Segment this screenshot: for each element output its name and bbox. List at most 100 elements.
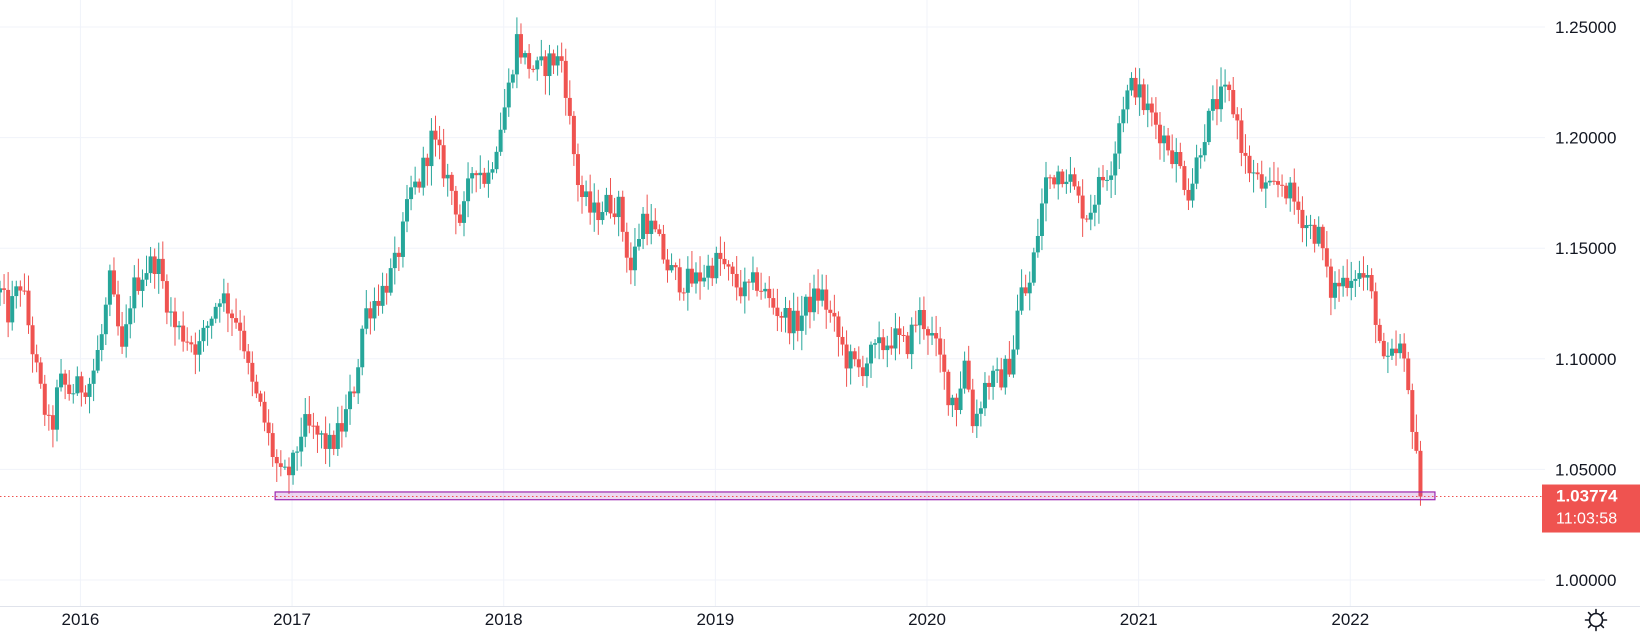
candle-down <box>1080 195 1085 219</box>
candle-down <box>832 312 837 317</box>
candle-up <box>706 265 711 278</box>
candle-down <box>474 173 479 176</box>
candle-up <box>1385 355 1390 357</box>
candle-up <box>327 434 332 449</box>
candle-down <box>1373 291 1378 325</box>
candle-up <box>1341 277 1346 287</box>
candle-up <box>1162 135 1167 144</box>
candle-down <box>1284 185 1289 199</box>
candlesticks <box>0 17 1423 506</box>
candle-down <box>238 322 243 331</box>
candle-up <box>217 303 222 307</box>
candle-up <box>1039 203 1044 236</box>
candle-up <box>1096 176 1101 205</box>
candle-up <box>299 436 304 452</box>
candle-down <box>1369 275 1374 292</box>
candle-down <box>1178 152 1183 167</box>
gear-icon-ray <box>1600 611 1605 616</box>
candle-down <box>1100 176 1105 181</box>
candle-down <box>18 286 23 291</box>
candle-down <box>734 273 739 288</box>
gear-icon-ray <box>1587 624 1592 629</box>
candle-down <box>311 425 316 427</box>
support-zone[interactable] <box>274 491 1436 501</box>
candle-down <box>559 56 564 61</box>
bar-countdown: 11:03:58 <box>1556 511 1617 528</box>
candle-up <box>535 60 540 70</box>
candle-down <box>262 401 267 423</box>
candle-down <box>437 139 442 146</box>
candle-up <box>510 74 515 83</box>
candle-down <box>905 335 910 355</box>
candle-up <box>812 288 817 313</box>
time-tick-label: 2017 <box>273 610 311 629</box>
candle-down <box>942 354 947 372</box>
candle-up <box>461 201 466 223</box>
candle-down <box>1072 174 1077 187</box>
candle-up <box>156 258 161 274</box>
candle-down <box>83 392 88 397</box>
candle-up <box>1389 348 1394 356</box>
candle-up <box>99 334 104 351</box>
candle-up <box>295 451 300 453</box>
candle-down <box>681 292 686 294</box>
candle-down <box>1166 135 1171 151</box>
candle-down <box>925 329 930 336</box>
candle-up <box>763 288 768 292</box>
candle-down <box>1023 287 1028 294</box>
candle-up <box>885 345 890 351</box>
candle-up <box>1129 77 1134 91</box>
candle-up <box>213 306 218 319</box>
candle-down <box>954 397 959 410</box>
candle-up <box>649 220 654 234</box>
candle-up <box>1031 252 1036 283</box>
support-zone-rect[interactable] <box>274 491 1436 501</box>
candle-down <box>551 53 556 66</box>
candle-up <box>1003 358 1008 388</box>
candle-down <box>836 316 841 337</box>
candle-down <box>575 154 580 186</box>
candle-down <box>596 202 601 221</box>
candle-up <box>128 308 133 325</box>
candle-up <box>669 265 674 271</box>
candle-down <box>173 311 178 328</box>
candle-up <box>400 221 405 257</box>
time-axis[interactable]: 2016 2017 2018 2019 2020 2021 2022 <box>62 610 1370 629</box>
candle-up <box>632 246 637 271</box>
candle-down <box>1406 358 1411 391</box>
candle-down <box>433 130 438 140</box>
candle-up <box>95 350 100 371</box>
time-tick-label: 2016 <box>62 610 100 629</box>
candle-down <box>1414 431 1419 451</box>
gear-icon[interactable] <box>1584 608 1608 632</box>
candle-up <box>148 256 153 274</box>
candle-down <box>1243 152 1248 156</box>
candle-down <box>1214 99 1219 110</box>
candle-up <box>750 272 755 283</box>
candle-up <box>1332 282 1337 298</box>
candle-down <box>645 213 650 234</box>
candle-down <box>755 272 760 291</box>
candle-up <box>974 413 979 427</box>
candle-up <box>494 151 499 170</box>
candle-up <box>1019 287 1024 311</box>
price-tick-label: 1.25000 <box>1555 18 1616 37</box>
candle-up <box>1288 182 1293 199</box>
candle-down <box>189 342 194 345</box>
candle-down <box>860 367 865 377</box>
price-axis[interactable]: 1.25000 1.20000 1.15000 1.10000 1.05000 1.000… <box>1555 18 1616 590</box>
candle-up <box>1349 280 1354 288</box>
candle-down <box>181 325 186 342</box>
time-tick-label: 2022 <box>1331 610 1369 629</box>
candle-up <box>1044 177 1049 204</box>
candle-down <box>384 285 389 293</box>
candle-down <box>661 233 666 260</box>
candle-down <box>689 268 694 284</box>
candle-down <box>1247 155 1252 174</box>
candle-up <box>1202 142 1207 156</box>
candle-down <box>775 307 780 317</box>
candle-down <box>1007 358 1012 375</box>
candle-up <box>1105 179 1110 181</box>
candle-down <box>22 290 27 292</box>
